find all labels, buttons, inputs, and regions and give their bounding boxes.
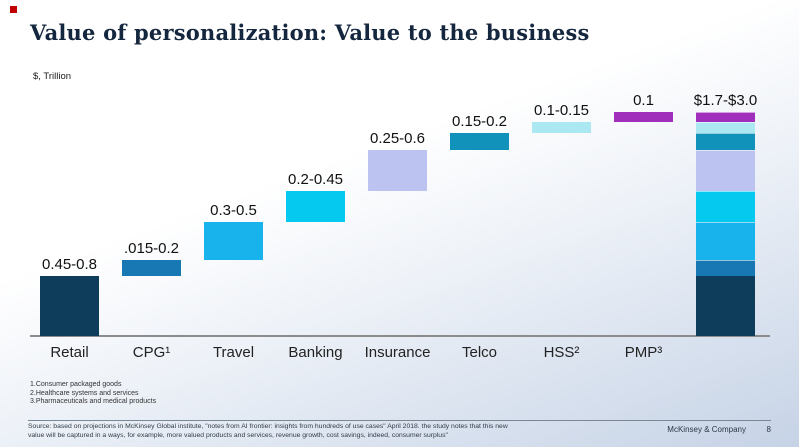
axis-label-hss: HSS² xyxy=(543,344,580,361)
total-segment-insurance xyxy=(696,150,755,191)
total-segment-telco xyxy=(696,133,755,151)
value-label-total: $1.7-$3.0 xyxy=(693,92,758,110)
value-label-cpg: .015-0.2 xyxy=(123,239,180,257)
axis-label-cpg: CPG¹ xyxy=(132,344,171,361)
bar-hss xyxy=(532,121,591,134)
axis-label-insurance: Insurance xyxy=(364,344,431,361)
source-note: Source: based on projections in McKinsey… xyxy=(28,423,548,441)
footnotes: 1.Consumer packaged goods 2.Healthcare s… xyxy=(30,381,156,407)
value-label-retail: 0.45-0.8 xyxy=(41,256,98,274)
bar-cpg xyxy=(122,259,181,277)
value-label-banking: 0.2-0.45 xyxy=(287,170,344,188)
axis-label-retail: Retail xyxy=(50,344,89,361)
bar-banking xyxy=(286,190,345,222)
total-segment-hss xyxy=(696,121,755,134)
total-segment-banking xyxy=(696,190,755,222)
unit-label: $, Trillion xyxy=(33,71,72,82)
total-segment-retail xyxy=(696,276,755,336)
footnote-3: 3.Pharmaceuticals and medical products xyxy=(30,398,157,405)
value-label-hss: 0.1-0.15 xyxy=(533,101,590,119)
total-segment-cpg xyxy=(696,259,755,277)
footer-brand: McKinsey & Company xyxy=(667,425,746,434)
source-line-2: value will be captured in a ways, for ex… xyxy=(28,431,448,439)
bar-retail xyxy=(40,276,99,336)
axis-label-telco: Telco xyxy=(461,344,498,361)
bar-travel xyxy=(204,221,263,260)
footer-divider xyxy=(28,420,771,421)
value-label-insurance: 0.25-0.6 xyxy=(369,130,426,148)
axis-label-banking: Banking xyxy=(288,344,343,361)
axis-label-pmp: PMP³ xyxy=(624,344,663,361)
red-square-marker xyxy=(10,6,17,13)
bar-insurance xyxy=(368,150,427,191)
footnote-1: 1.Consumer packaged goods xyxy=(30,381,122,388)
total-segment-travel xyxy=(696,221,755,260)
total-segment-pmp xyxy=(696,112,755,122)
page-number: 8 xyxy=(766,425,771,434)
source-line-1: Source: based on projections in McKinsey… xyxy=(28,423,508,430)
value-label-travel: 0.3-0.5 xyxy=(210,201,257,219)
x-axis-line xyxy=(30,335,770,337)
bar-pmp xyxy=(614,112,673,122)
page-title: Value of personalization: Value to the b… xyxy=(30,20,590,45)
value-label-telco: 0.15-0.2 xyxy=(451,113,508,131)
axis-label-travel: Travel xyxy=(212,344,255,361)
bar-telco xyxy=(450,133,509,151)
footnote-2: 2.Healthcare systems and services xyxy=(30,389,139,397)
value-label-pmp: 0.1 xyxy=(633,92,654,110)
